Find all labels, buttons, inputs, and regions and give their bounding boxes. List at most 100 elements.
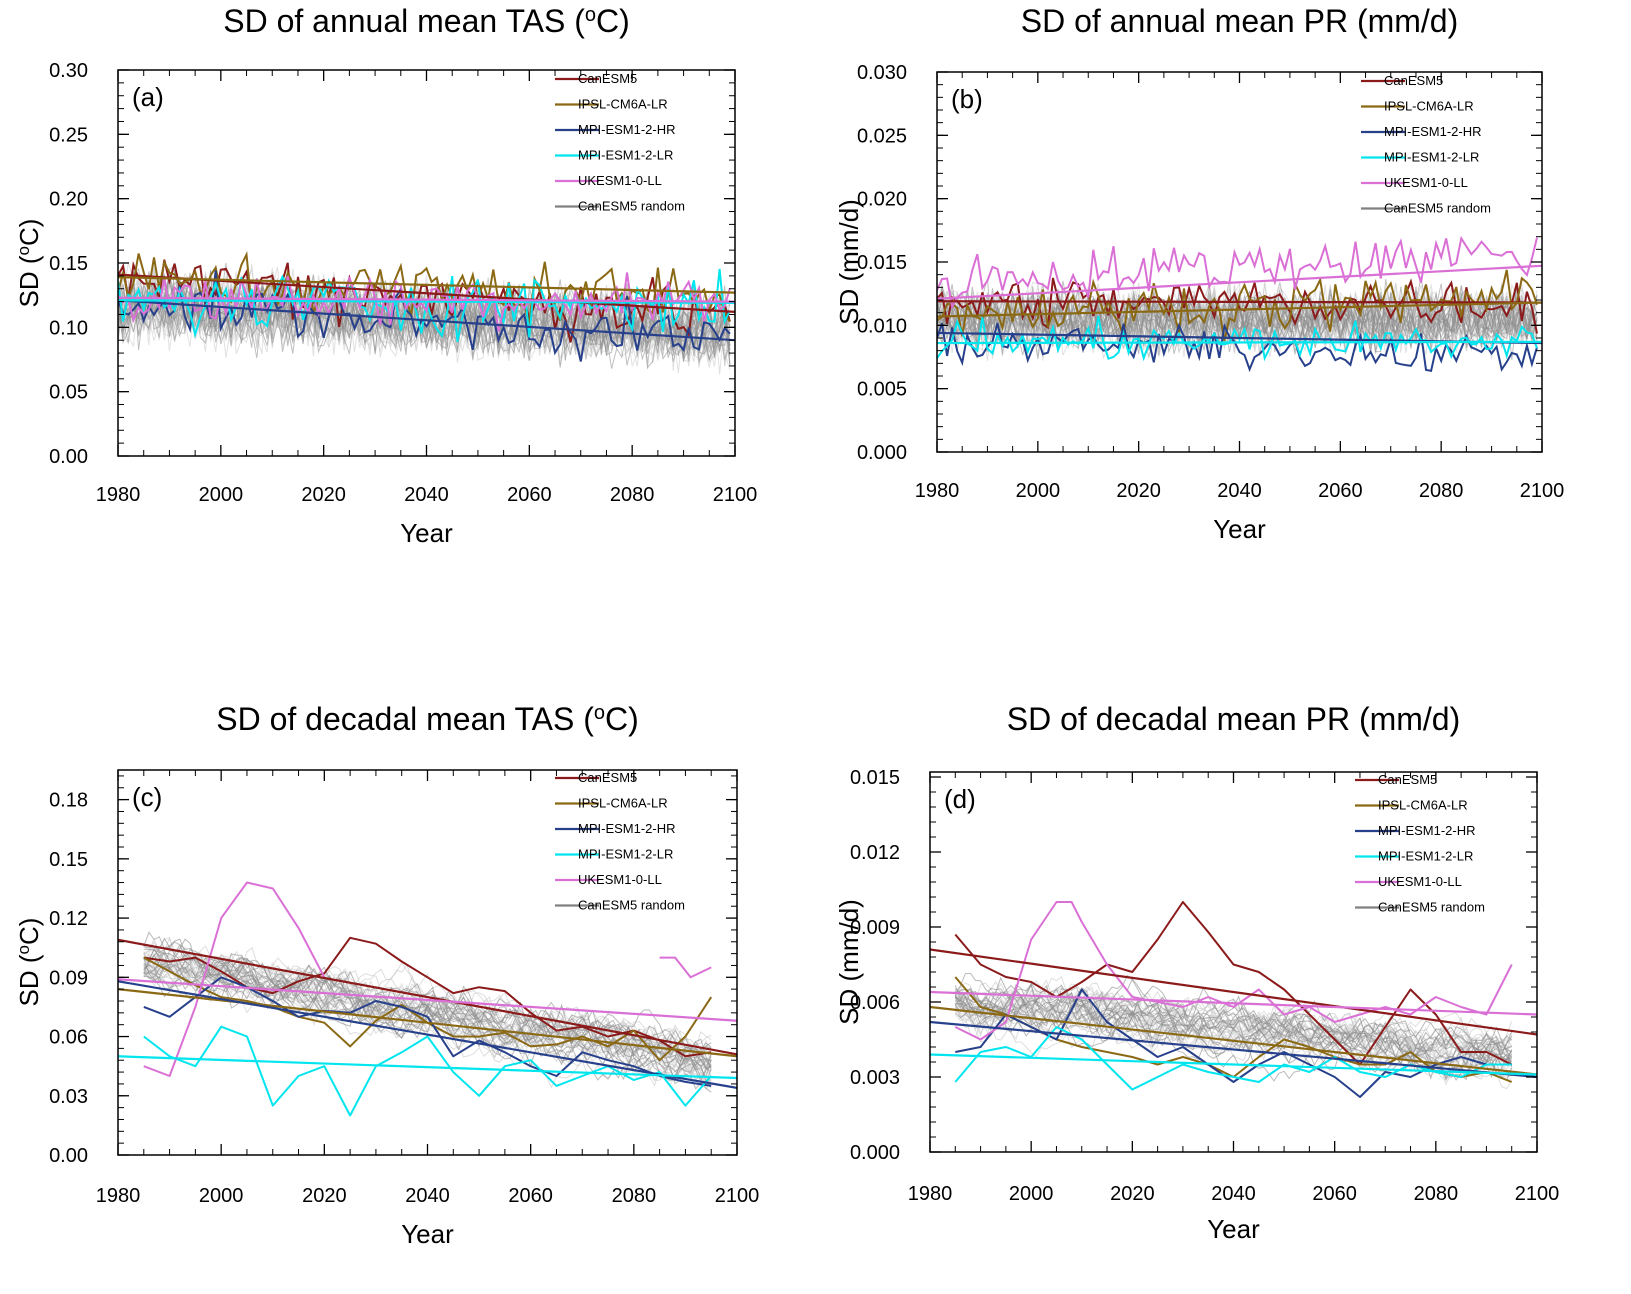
- x-tick-label: 2040: [404, 484, 449, 506]
- title-tail: C): [605, 701, 639, 737]
- trend-canesm5-line: [937, 300, 1542, 304]
- random-member-line: [954, 985, 1513, 1072]
- panel-letter: (d): [944, 784, 976, 814]
- x-tick-label: 2080: [612, 1185, 657, 1207]
- trend-ipsl-cm6a-lr-line: [118, 276, 735, 294]
- x-tick-label: 2040: [1217, 480, 1262, 502]
- panel-title: SD of decadal mean TAS (oC): [216, 701, 639, 737]
- title-text: SD of decadal mean TAS (: [216, 701, 594, 737]
- legend-label: MPI-ESM1-2-HR: [1384, 124, 1482, 139]
- y-tick-label: 0.09: [49, 967, 88, 989]
- random-member-line: [954, 983, 1513, 1081]
- x-axis-label: Year: [401, 1219, 454, 1249]
- y-tick-label: 0.05: [49, 382, 88, 404]
- y-axis-label: SD (mm/d): [834, 199, 864, 325]
- series-mpi-esm1-2-hr-line: [955, 988, 1512, 1098]
- series-ukesm1-0-ll-line: [143, 881, 326, 1077]
- x-tick-label: 2080: [1414, 1183, 1459, 1205]
- x-tick-label: 2000: [199, 484, 244, 506]
- plot-area: [118, 881, 737, 1117]
- y-tick-label: 0.00: [49, 1145, 88, 1167]
- panel-b: 1980 2000 2020 2040 2060 2080 2100 0.000 0.005 0.…: [834, 3, 1564, 544]
- trend-mpi-esm1-2-lr-line: [118, 299, 735, 304]
- legend-label: CanESM5 random: [1384, 201, 1491, 216]
- legend-label: IPSL-CM6A-LR: [1384, 99, 1474, 114]
- legend: CanESM5 IPSL-CM6A-LR MPI-ESM1-2-HR MPI-ESM1…: [555, 770, 685, 913]
- x-tick-label: 2040: [405, 1185, 450, 1207]
- trend-ipsl-cm6a-lr-line: [118, 988, 737, 1058]
- title-superscript: o: [585, 4, 596, 26]
- y-tick-label: 0.000: [857, 442, 907, 464]
- y-tick-label: 0.030: [857, 62, 907, 84]
- x-tick-label: 2060: [507, 484, 552, 506]
- series-mpi-esm1-2-hr-line: [143, 976, 712, 1087]
- random-member-line: [954, 983, 1513, 1072]
- y-tick-label: 0.012: [850, 842, 900, 864]
- y-tick-label: 0.00: [49, 446, 88, 468]
- x-tick-label: 2060: [1318, 480, 1363, 502]
- legend-label: CanESM5: [1378, 772, 1437, 787]
- y-tick-label: 0.020: [857, 189, 907, 211]
- random-member-line: [954, 982, 1513, 1073]
- random-member-line: [143, 949, 712, 1080]
- series-ukesm1-0-ll-line-late: [659, 956, 712, 979]
- legend-label: MPI-ESM1-2-LR: [578, 847, 673, 862]
- trend-canesm5-line: [118, 938, 737, 1056]
- x-tick-label: 2000: [1009, 1183, 1054, 1205]
- legend-label: IPSL-CM6A-LR: [1378, 798, 1468, 813]
- legend-label: UKESM1-0-LL: [578, 173, 662, 188]
- x-tick-label: 2000: [199, 1185, 244, 1207]
- y-tick-label: 0.015: [857, 252, 907, 274]
- y-tick-label: 0.015: [850, 767, 900, 789]
- legend-label: MPI-ESM1-2-HR: [578, 821, 676, 836]
- panel-title: SD of decadal mean PR (mm/d): [1007, 701, 1461, 737]
- trend-canesm5-line: [930, 948, 1537, 1036]
- legend: CanESM5 IPSL-CM6A-LR MPI-ESM1-2-HR MPI-ESM1…: [555, 71, 685, 214]
- panel-letter: (c): [132, 782, 162, 812]
- x-tick-label: 1980: [908, 1183, 953, 1205]
- title-superscript: o: [594, 702, 605, 724]
- plot-area: [118, 251, 735, 375]
- random-member-line: [955, 990, 1513, 1066]
- legend-label: CanESM5 random: [578, 898, 685, 913]
- x-tick-label: 2100: [1515, 1183, 1560, 1205]
- legend-label: IPSL-CM6A-LR: [578, 796, 668, 811]
- random-member-line: [143, 963, 712, 1085]
- x-tick-label: 1980: [96, 1185, 141, 1207]
- y-tick-label: 0.005: [857, 379, 907, 401]
- legend-label: CanESM5: [578, 71, 637, 86]
- title-text: SD of annual mean PR (mm/d): [1021, 3, 1459, 39]
- y-tick-label: 0.010: [857, 315, 907, 337]
- trend-mpi-esm1-2-lr-line: [118, 1055, 737, 1080]
- y-axis-label: SD (mm/d): [834, 899, 864, 1025]
- y-label-superscript: o: [14, 246, 33, 255]
- series-ukesm1-0-ll-line: [937, 235, 1538, 310]
- random-member-line: [937, 282, 1538, 354]
- random-member-line: [143, 938, 712, 1082]
- title-text: SD of annual mean TAS (: [223, 3, 585, 39]
- trend-mpi-esm1-2-lr-line: [930, 1053, 1537, 1076]
- trend-mpi-esm1-2-hr-line: [930, 1020, 1537, 1079]
- random-member-line: [955, 995, 1513, 1066]
- y-label-tail: C): [14, 918, 44, 945]
- y-label-text: SD (mm/d): [834, 199, 864, 325]
- panel-title: SD of annual mean TAS (oC): [223, 3, 630, 39]
- series-mpi-esm1-2-hr-line: [937, 322, 1538, 373]
- title-tail: C): [596, 3, 630, 39]
- y-tick-label: 0.18: [49, 790, 88, 812]
- y-tick-label: 0.025: [857, 125, 907, 147]
- series-mpi-esm1-2-lr-line: [143, 1025, 712, 1117]
- panel-letter: (a): [132, 82, 164, 112]
- x-tick-label: 2000: [1016, 480, 1061, 502]
- x-tick-label: 1980: [915, 480, 960, 502]
- legend-label: CanESM5: [578, 770, 637, 785]
- x-tick-label: 2020: [301, 484, 346, 506]
- y-tick-label: 0.20: [49, 189, 88, 211]
- y-tick-label: 0.003: [850, 1067, 900, 1089]
- trend-mpi-esm1-2-hr-line: [118, 980, 737, 1089]
- x-axis-label: Year: [1207, 1214, 1260, 1244]
- trend-mpi-esm1-2-lr-line: [937, 340, 1542, 345]
- title-text: SD of decadal mean PR (mm/d): [1007, 701, 1461, 737]
- x-tick-label: 2020: [302, 1185, 347, 1207]
